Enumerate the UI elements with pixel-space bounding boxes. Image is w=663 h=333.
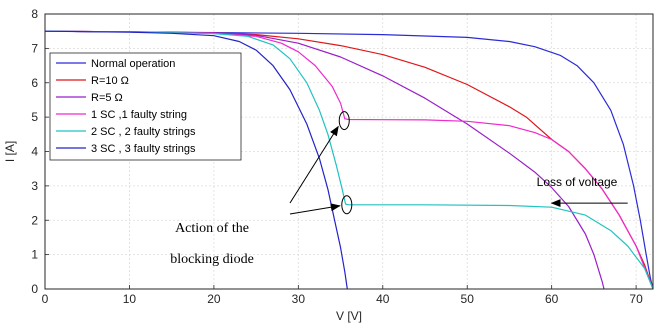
series-line-5 xyxy=(44,30,654,290)
y-tick-label: 8 xyxy=(31,7,38,21)
legend-entry-label: R=10 Ω xyxy=(91,75,129,87)
y-tick-label: 0 xyxy=(31,282,38,296)
blocking-point-marker-lower xyxy=(341,195,353,215)
x-tick-label: 40 xyxy=(376,292,390,306)
legend-box xyxy=(49,52,242,161)
annotations: Action of the blocking diode Loss of vol… xyxy=(170,111,628,267)
y-tick-label: 4 xyxy=(31,145,38,159)
y-tick-label: 2 xyxy=(31,213,38,227)
x-axis-label: V [V] xyxy=(336,309,362,323)
series-line-3 xyxy=(44,30,605,290)
legend-entry-label: Normal operation xyxy=(91,58,175,70)
blocking-diode-label-line1: Action of the xyxy=(175,221,249,236)
loss-of-voltage-label: Loss of voltage xyxy=(537,175,618,189)
series-line-6 xyxy=(44,30,348,290)
legend: Normal operation R=10 Ω R=5 Ω 1 SC ,1 fault… xyxy=(49,52,242,161)
x-tick-label: 50 xyxy=(461,292,475,306)
x-tick-label: 10 xyxy=(123,292,137,306)
ticks: 0 10 20 30 40 50 60 70 0 1 2 3 4 5 6 7 8 xyxy=(31,7,643,306)
legend-entry-label: 2 SC , 2 faulty strings xyxy=(91,126,196,138)
x-tick-label: 0 xyxy=(42,292,49,306)
y-tick-label: 7 xyxy=(31,41,38,55)
x-tick-label: 60 xyxy=(545,292,559,306)
y-axis-label: I [A] xyxy=(3,141,17,162)
blocking-diode-arrow-lower xyxy=(289,203,341,215)
y-tick-label: 5 xyxy=(31,110,38,124)
legend-entry-label: 3 SC , 3 faulty strings xyxy=(91,143,196,155)
blocking-diode-label-line2: blocking diode xyxy=(170,252,254,267)
series-line-4 xyxy=(44,30,654,290)
y-tick-label: 1 xyxy=(31,248,38,262)
blocking-diode-arrow-upper xyxy=(289,125,339,204)
legend-entry-label: R=5 Ω xyxy=(91,92,123,104)
legend-entry-label: 1 SC ,1 faulty string xyxy=(91,109,187,121)
x-tick-label: 20 xyxy=(207,292,221,306)
x-tick-label: 70 xyxy=(629,292,643,306)
curves xyxy=(44,30,654,290)
y-tick-label: 6 xyxy=(31,76,38,90)
y-tick-label: 3 xyxy=(31,179,38,193)
series-line-1 xyxy=(44,30,654,290)
blocking-point-marker-upper xyxy=(338,111,350,131)
x-tick-label: 30 xyxy=(292,292,306,306)
